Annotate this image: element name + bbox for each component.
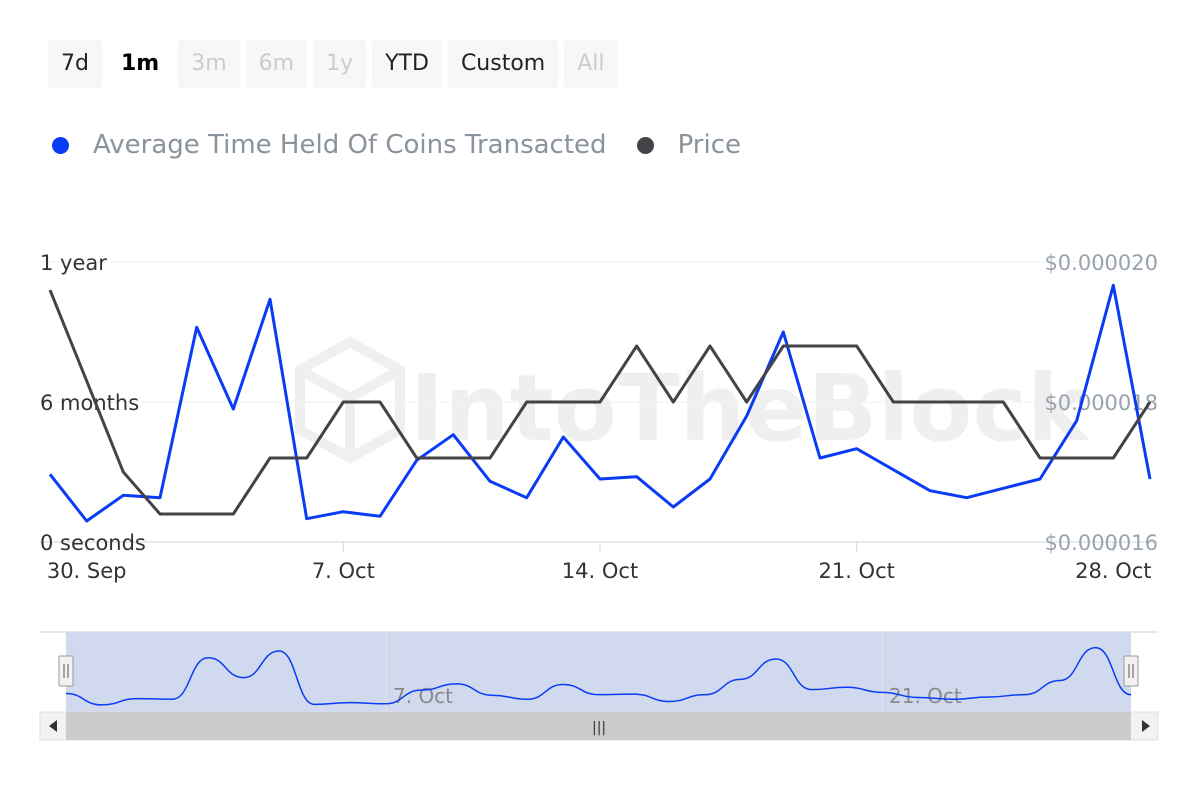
y-right-tick-label: $0.000018 <box>1044 391 1158 415</box>
series-line-avg-time-held <box>48 283 1152 523</box>
scrollbar: ||| <box>39 711 1159 741</box>
range-button-1m[interactable]: 1m <box>107 40 173 88</box>
navigator-selected-range[interactable] <box>66 632 1131 712</box>
y-left-tick-label: 6 months <box>40 391 139 415</box>
x-tick-label: 28. Oct <box>1075 559 1151 583</box>
scrollbar-right-arrow-icon[interactable] <box>1142 720 1150 732</box>
x-tick-label: 14. Oct <box>562 559 638 583</box>
scrollbar-left-arrow-icon[interactable] <box>49 720 57 732</box>
range-button-7d[interactable]: 7d <box>48 40 102 88</box>
scrollbar-track[interactable] <box>39 711 1159 741</box>
chart-legend: Average Time Held Of Coins Transacted Pr… <box>52 130 771 160</box>
watermark-text: IntoTheBlock <box>410 355 1090 462</box>
range-button-3m: 3m <box>178 40 240 88</box>
range-button-all: All <box>564 40 618 88</box>
legend-item-avg-time-held[interactable]: Average Time Held Of Coins Transacted <box>52 130 607 160</box>
watermark: IntoTheBlock <box>295 336 1090 464</box>
navigator-handle-left[interactable] <box>58 655 74 687</box>
y-right-tick-label: $0.000020 <box>1044 251 1158 275</box>
navigator: 7. Oct 21. Oct <box>40 631 1158 712</box>
navigator-series-line <box>65 646 1132 706</box>
range-button-custom[interactable]: Custom <box>447 40 559 88</box>
legend-dot-icon <box>52 136 69 154</box>
x-tick-label: 21. Oct <box>818 559 894 583</box>
legend-label: Average Time Held Of Coins Transacted <box>93 130 607 160</box>
navigator-tick-label: 7. Oct <box>393 684 453 708</box>
scrollbar-thumb[interactable] <box>66 712 1131 740</box>
y-left-tick-label: 1 year <box>40 251 107 275</box>
legend-label: Price <box>677 130 741 160</box>
y-left-tick-label: 0 seconds <box>40 531 146 555</box>
scrollbar-grip-icon: ||| <box>592 720 606 736</box>
y-right-tick-label: $0.000016 <box>1044 531 1158 555</box>
range-button-6m: 6m <box>245 40 308 88</box>
range-button-1y: 1y <box>313 40 367 88</box>
legend-dot-icon <box>636 136 654 154</box>
navigator-tick-label: 21. Oct <box>889 684 962 708</box>
x-tick-label: 30. Sep <box>47 559 127 583</box>
range-button-ytd[interactable]: YTD <box>372 40 442 88</box>
navigator-handle-right[interactable] <box>1123 655 1139 687</box>
watermark-cube-icon <box>295 336 405 464</box>
legend-item-price[interactable]: Price <box>636 130 741 160</box>
series-line-price <box>48 289 1152 516</box>
x-tick-label: 7. Oct <box>312 559 375 583</box>
range-selector: 7d 1m 3m 6m 1y YTD Custom All <box>48 40 618 88</box>
